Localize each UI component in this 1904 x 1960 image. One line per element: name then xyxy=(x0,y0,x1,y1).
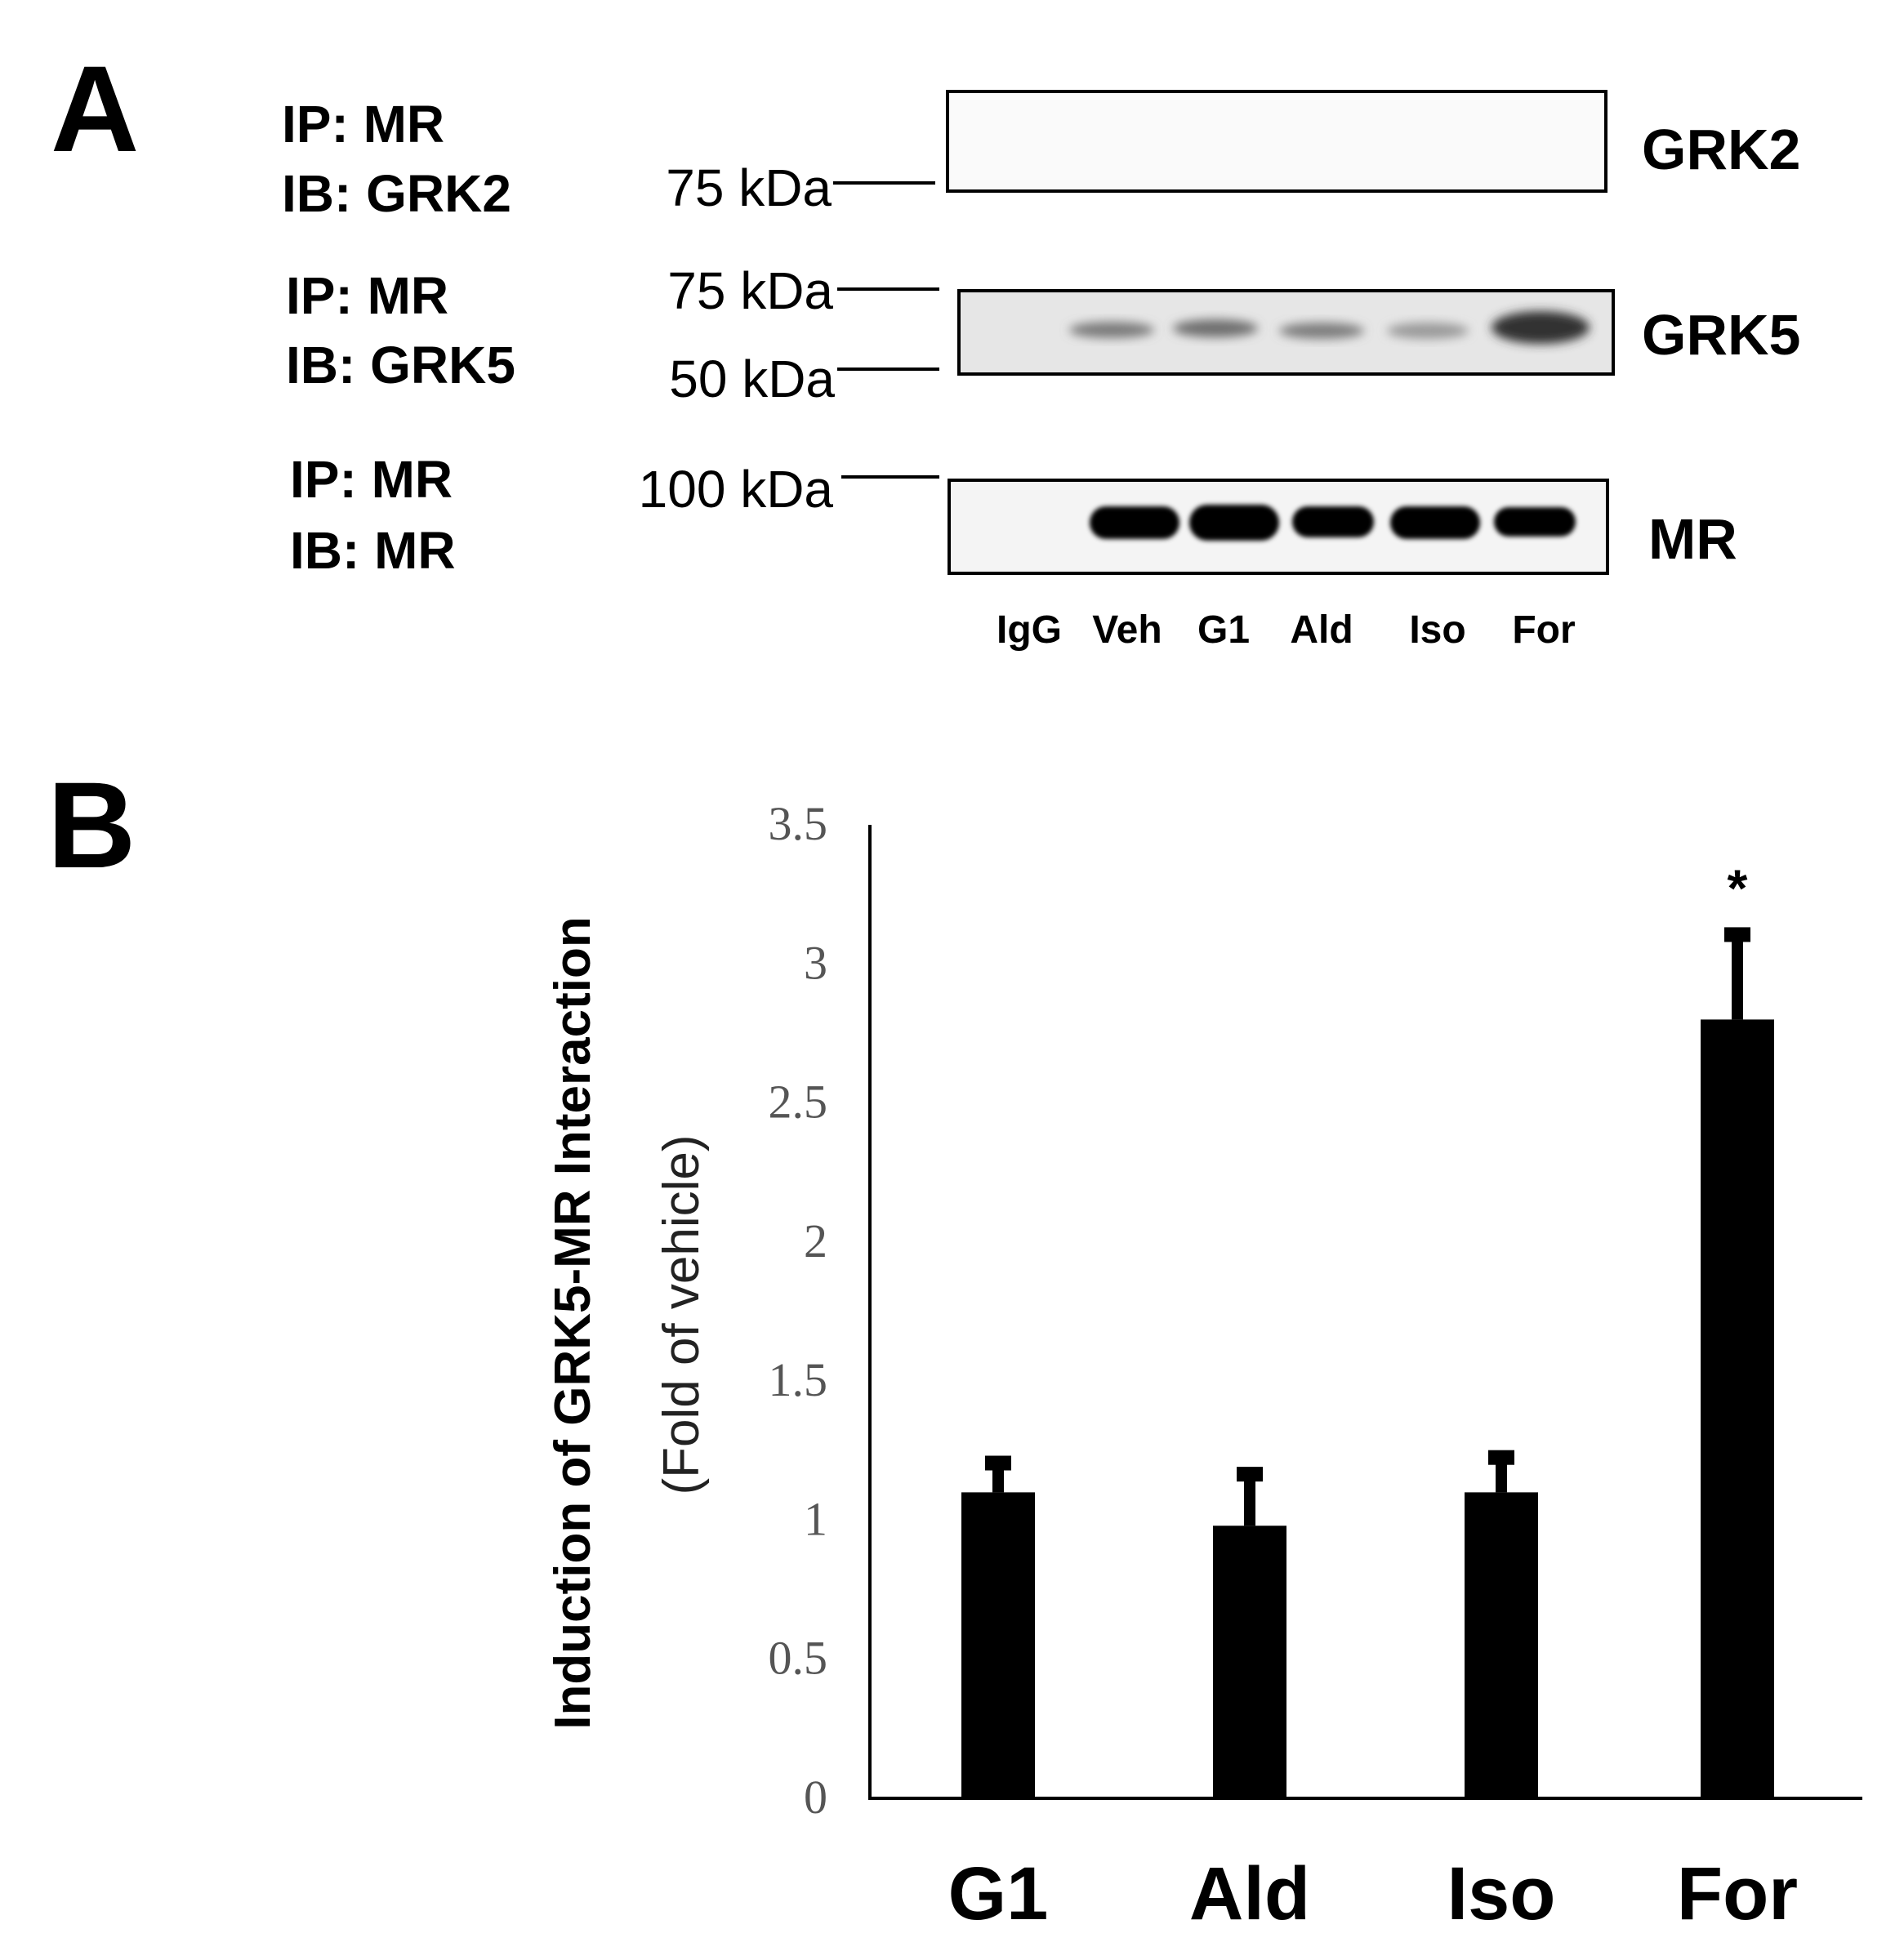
significance-marker: * xyxy=(1728,858,1748,917)
y-tick-label: 3.5 xyxy=(769,797,828,850)
grk5-band-ald xyxy=(1279,323,1364,339)
blot1-ip-label: IP: MR xyxy=(282,95,445,154)
grk5-band-g1 xyxy=(1173,319,1258,337)
blot2-marker-50-line xyxy=(837,368,939,371)
lane-label-g1: G1 xyxy=(1197,608,1251,652)
y-tick-label: 2 xyxy=(804,1214,827,1267)
grk5-band-for xyxy=(1492,311,1590,344)
blot1-marker-75-line xyxy=(833,181,935,185)
blot3-ib-label: IB: MR xyxy=(290,521,456,580)
bar-ald xyxy=(1213,1526,1286,1798)
lane-label-ald: Ald xyxy=(1290,608,1353,652)
panel-a-letter: A xyxy=(51,40,140,177)
panel-b-letter: B xyxy=(47,756,136,893)
mr-band-ald xyxy=(1292,506,1374,537)
bar-g1 xyxy=(961,1492,1035,1798)
mr-band-for xyxy=(1494,507,1576,537)
y-tick-label: 3 xyxy=(804,936,827,989)
blot3-bands xyxy=(1090,505,1576,541)
blot3-band-label: MR xyxy=(1648,507,1737,571)
blot1-ib-label: IB: GRK2 xyxy=(282,164,511,223)
bar-iso xyxy=(1465,1492,1538,1798)
lane-label-iso: Iso xyxy=(1409,608,1466,652)
blot2-marker-75-line xyxy=(837,287,939,291)
mr-band-veh xyxy=(1090,506,1179,539)
blot3-membrane xyxy=(948,479,1609,575)
blot3-marker-100: 100 kDa xyxy=(638,460,833,519)
blot3-marker-100-line xyxy=(841,475,939,479)
y-tick-label: 1.5 xyxy=(769,1353,828,1406)
y-tick-label: 0.5 xyxy=(769,1632,828,1685)
lane-label-for: For xyxy=(1512,608,1576,652)
blot2-marker-50: 50 kDa xyxy=(669,350,835,408)
x-tick-label: Iso xyxy=(1447,1852,1556,1936)
blot1-marker-75: 75 kDa xyxy=(666,158,832,217)
y-axis-sublabel: (Fold of vehicle) xyxy=(653,1134,710,1494)
bar-for xyxy=(1701,1019,1774,1798)
blot2-ib-label: IB: GRK5 xyxy=(286,336,515,394)
y-axis-label: Induction of GRK5-MR Interaction xyxy=(545,916,601,1729)
blot1-membrane xyxy=(946,90,1607,193)
mr-band-g1 xyxy=(1189,505,1279,541)
grk5-band-veh xyxy=(1069,322,1154,338)
x-tick-label: G1 xyxy=(948,1852,1049,1936)
grk5-band-iso xyxy=(1387,323,1469,339)
y-tick-label: 2.5 xyxy=(769,1076,828,1129)
lane-label-veh: Veh xyxy=(1092,608,1162,652)
blot2-ip-label: IP: MR xyxy=(286,266,449,325)
blot2-band-label: GRK5 xyxy=(1642,303,1801,367)
x-tick-label: For xyxy=(1677,1852,1798,1936)
y-tick-label: 0 xyxy=(804,1771,827,1824)
blot2-bands xyxy=(1069,311,1590,344)
error-cap-for xyxy=(1724,927,1750,942)
blot2-membrane xyxy=(957,289,1615,376)
error-cap-iso xyxy=(1488,1450,1514,1465)
blot3-ip-label: IP: MR xyxy=(290,450,453,509)
y-tick-label: 1 xyxy=(804,1492,827,1545)
mr-band-iso xyxy=(1390,506,1480,539)
x-tick-label: Ald xyxy=(1189,1852,1310,1936)
error-cap-ald xyxy=(1237,1467,1263,1482)
error-cap-g1 xyxy=(985,1455,1011,1471)
blot1-band-label: GRK2 xyxy=(1642,118,1801,181)
lane-label-igg: IgG xyxy=(997,608,1062,652)
blot2-marker-75: 75 kDa xyxy=(667,261,833,320)
